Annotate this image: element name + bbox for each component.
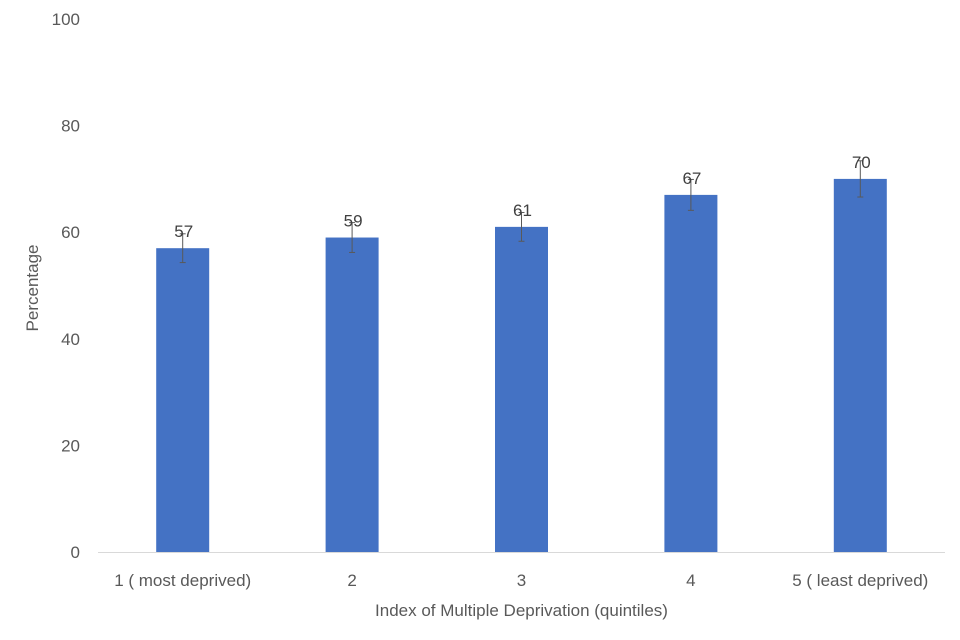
y-axis: 0 20 40 60 80 100 — [52, 10, 80, 562]
error-bar — [687, 178, 694, 211]
bar — [325, 237, 379, 552]
y-axis-title: Percentage — [23, 245, 42, 332]
data-label: 57 — [174, 222, 193, 241]
data-label: 61 — [513, 201, 532, 220]
y-tick-label: 60 — [61, 223, 80, 242]
bars-group — [156, 178, 887, 552]
x-tick-label: 4 — [686, 571, 695, 590]
x-tick-label: 2 — [347, 571, 356, 590]
x-tick-label: 5 ( least deprived) — [792, 571, 928, 590]
bar — [833, 178, 887, 552]
error-bar — [518, 211, 525, 242]
x-axis-title: Index of Multiple Deprivation (quintiles… — [375, 601, 668, 620]
y-tick-label: 20 — [61, 436, 80, 455]
error-bar — [349, 222, 356, 253]
error-bars-group — [179, 160, 864, 264]
x-tick-label: 3 — [517, 571, 526, 590]
x-tick-label: 1 ( most deprived) — [114, 571, 251, 590]
bar — [664, 194, 718, 552]
data-label: 70 — [852, 153, 871, 172]
bar — [495, 226, 548, 552]
error-bar — [179, 233, 186, 264]
y-tick-label: 100 — [52, 10, 80, 29]
x-axis: 1 ( most deprived) 2 3 4 5 ( least deprived) — [114, 571, 928, 590]
error-bar — [857, 160, 864, 198]
y-tick-label: 80 — [61, 117, 80, 136]
data-labels-group: 57 59 61 67 70 — [174, 153, 871, 241]
bar — [156, 248, 210, 552]
data-label: 59 — [344, 212, 363, 231]
data-label: 67 — [682, 169, 701, 188]
y-tick-label: 0 — [71, 543, 80, 562]
y-tick-label: 40 — [61, 330, 80, 349]
